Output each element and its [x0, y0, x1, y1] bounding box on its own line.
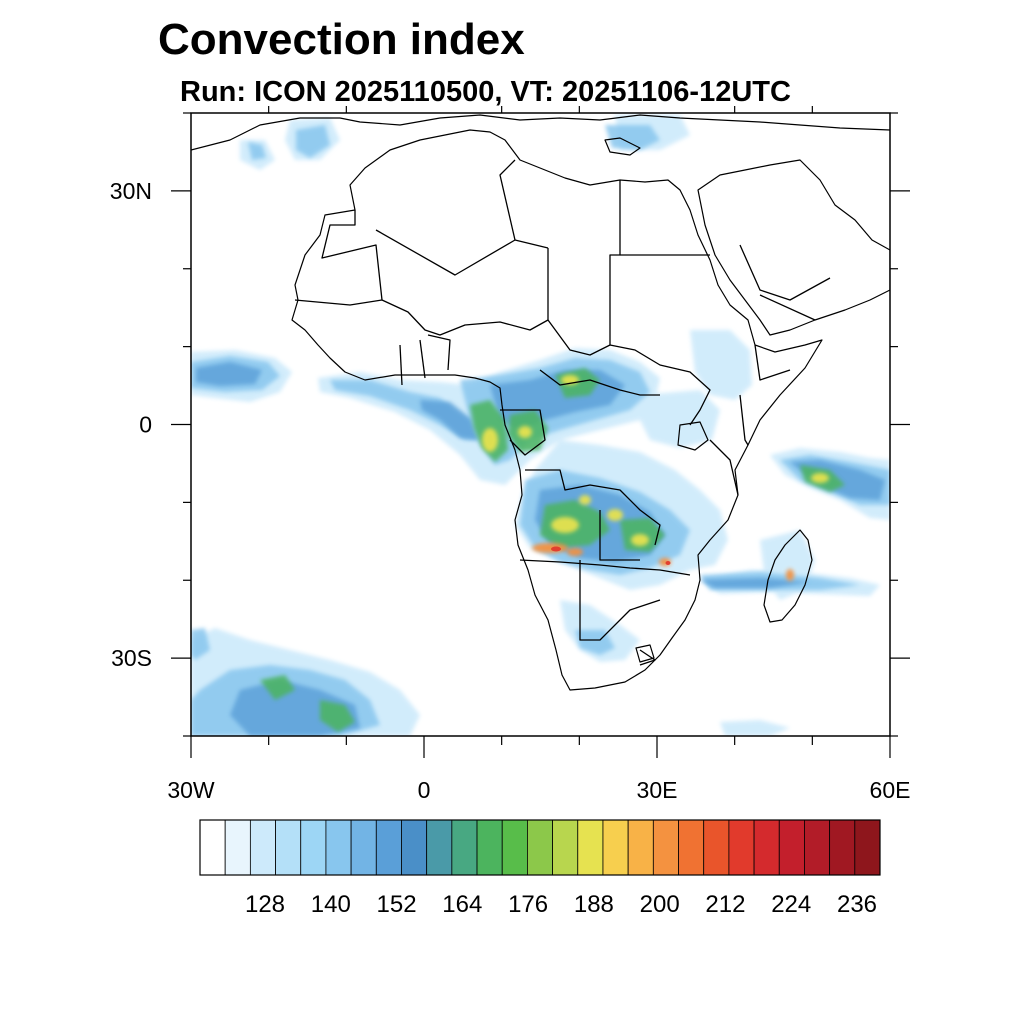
colorbar-swatch [300, 819, 327, 876]
page-title: Convection index [158, 15, 525, 64]
colorbar-label: 212 [705, 891, 745, 918]
colorbar-swatch [476, 819, 503, 876]
colorbar-label: 128 [245, 891, 285, 918]
x-tick-label: 30E [637, 777, 678, 803]
colorbar-swatch [602, 819, 629, 876]
colorbar-swatch [451, 819, 478, 876]
colorbar-label: 176 [508, 891, 548, 918]
x-tick-label: 30W [167, 777, 215, 803]
colorbar-label: 236 [837, 891, 877, 918]
coastlines [191, 114, 890, 691]
colorbar-swatch [224, 819, 251, 876]
colorbar-swatch [350, 819, 377, 876]
x-tick-label: 60E [870, 777, 911, 803]
colorbar-swatch [753, 819, 780, 876]
colorbar-swatch [426, 819, 453, 876]
colorbar-label: 200 [640, 891, 680, 918]
colorbar-swatch [854, 819, 881, 876]
colorbar-swatch [829, 819, 856, 876]
colorbar-swatch [804, 819, 831, 876]
y-tick-label: 0 [139, 412, 152, 438]
colorbar-label: 224 [771, 891, 811, 918]
colorbar-swatch [627, 819, 654, 876]
colorbar-swatch [275, 819, 302, 876]
colorbar-swatch [728, 819, 755, 876]
colorbar-swatch [778, 819, 805, 876]
y-tick-label: 30S [111, 645, 152, 671]
colorbar-swatch [401, 819, 428, 876]
colorbar-frame [199, 819, 881, 876]
colorbar-swatch [703, 819, 730, 876]
colorbar-label: 140 [311, 891, 351, 918]
x-tick-label: 0 [418, 777, 431, 803]
axis-ticks: 30W 0 30E 60E 30N 0 30S [110, 106, 911, 803]
colorbar-label: 164 [442, 891, 482, 918]
colorbar-swatch [527, 819, 553, 876]
colorbar-swatch [325, 819, 352, 876]
run-subtitle: Run: ICON 2025110500, VT: 20251106-12UTC [180, 76, 791, 108]
colorbar-swatch [249, 819, 276, 876]
colorbar-swatch [678, 819, 705, 876]
colorbar-swatch [577, 819, 604, 876]
y-tick-label: 30N [110, 178, 152, 204]
colorbar-label: 188 [574, 891, 614, 918]
colorbar-swatch [199, 819, 226, 876]
colorbar-swatch [375, 819, 402, 876]
colorbar: 128 140 152 164 176 188 200 212 224 236 [199, 819, 881, 918]
colorbar-label: 152 [377, 891, 417, 918]
colorbar-swatch [652, 819, 679, 876]
colorbar-swatch [552, 819, 579, 876]
country-borders [294, 159, 831, 666]
colorbar-swatch [501, 819, 528, 876]
